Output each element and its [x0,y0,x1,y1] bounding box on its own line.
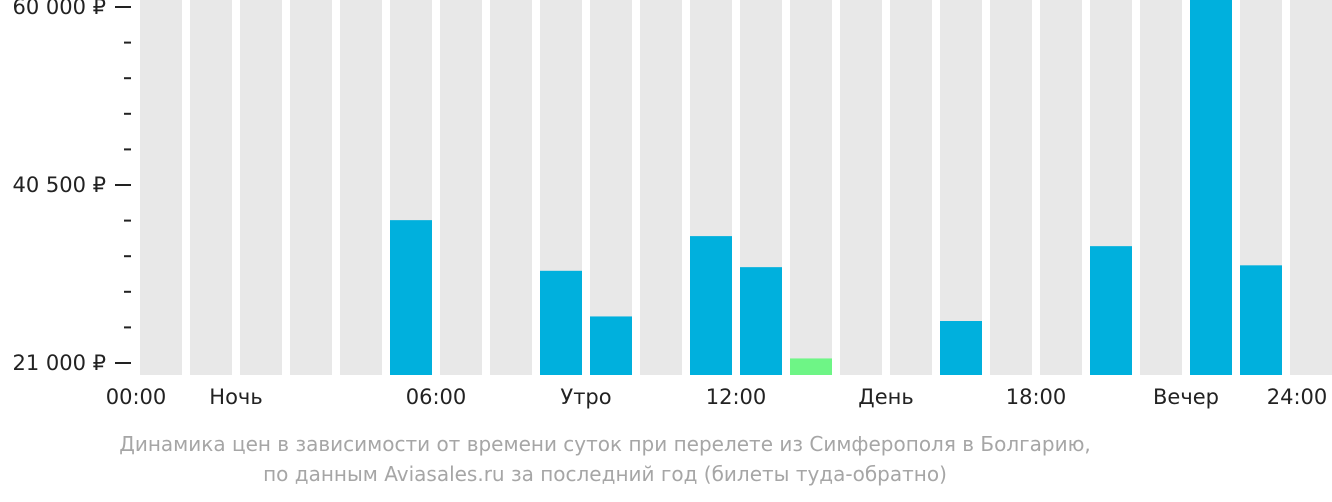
bar-background [190,0,232,375]
x-tick-label: 00:00 [106,385,167,409]
bar-background [990,0,1032,375]
bar-background [490,0,532,375]
x-tick-label: Утро [560,385,611,409]
bar [540,270,582,375]
bar-background [240,0,282,375]
bar-background [790,0,832,375]
bar-background [940,0,982,375]
bar [1190,0,1232,375]
bar-background [590,0,632,375]
bar-background [1140,0,1182,375]
bar-background [1040,0,1082,375]
bar-background [340,0,382,375]
bar-background [290,0,332,375]
x-tick-label: Вечер [1153,385,1219,409]
x-tick-label: 12:00 [706,385,767,409]
y-tick-label: 40 500 ₽ [12,173,106,197]
bar-background [890,0,932,375]
bar-background [1290,0,1332,375]
bar [790,358,832,375]
x-tick-label: День [858,385,913,409]
x-tick-label: 06:00 [406,385,467,409]
y-tick-label: 21 000 ₽ [12,351,106,375]
bar [1090,246,1132,375]
bar [590,316,632,375]
bar [1240,265,1282,375]
bar-background [640,0,682,375]
bar [740,267,782,375]
bar [390,220,432,375]
bar-background [440,0,482,375]
bar-background [140,0,182,375]
x-tick-label: Ночь [209,385,262,409]
price-by-time-chart: 60 000 ₽ 40 500 ₽ 21 000 ₽00:00 Ночь 06:00 Ут… [12,0,1332,409]
x-tick-label: 18:00 [1006,385,1067,409]
bar-background [840,0,882,375]
y-tick-label: 60 000 ₽ [12,0,106,19]
chart-caption-line-1: Динамика цен в зависимости от времени су… [119,432,1091,456]
bar [940,321,982,375]
bar [690,236,732,375]
x-tick-label: 24:00 [1267,385,1328,409]
chart-caption-line-2: по данным Aviasales.ru за последний год … [263,462,947,486]
